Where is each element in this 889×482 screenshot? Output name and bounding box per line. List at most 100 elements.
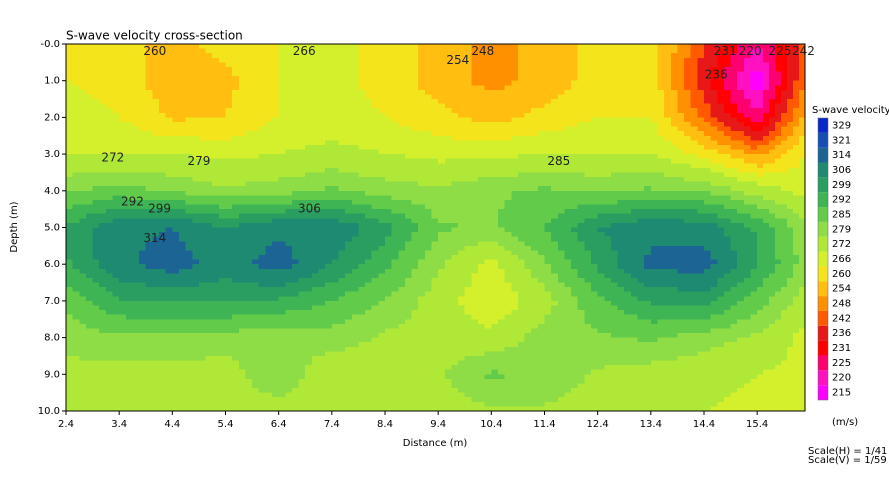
contour-cell <box>451 167 459 174</box>
contour-cell <box>478 167 486 174</box>
contour-cell <box>531 154 539 160</box>
contour-cell <box>318 199 326 206</box>
contour-cell <box>325 227 333 233</box>
contour-cell <box>305 154 313 160</box>
contour-cell <box>544 80 552 86</box>
contour-cell <box>112 167 120 174</box>
contour-cell <box>743 66 752 73</box>
contour-cell <box>66 62 74 68</box>
contour-cell <box>517 108 526 114</box>
contour-cell <box>630 117 639 123</box>
contour-cell <box>139 117 147 123</box>
contour-cell <box>66 154 74 160</box>
contour-cell <box>730 126 738 132</box>
contour-cell <box>198 66 207 73</box>
contour-cell <box>192 48 200 54</box>
contour-cell <box>624 57 632 63</box>
contour-cell <box>438 154 446 160</box>
contour-cell <box>650 222 659 229</box>
contour-cell <box>737 94 745 100</box>
contour-cell <box>650 108 659 114</box>
contour-cell <box>564 108 572 114</box>
contour-cell <box>723 66 732 73</box>
contour-cell <box>125 209 134 215</box>
contour-cell <box>537 66 546 73</box>
contour-cell <box>557 103 566 109</box>
contour-cell <box>85 108 94 114</box>
contour-cell <box>617 213 625 219</box>
contour-cell <box>564 57 572 63</box>
contour-cell <box>112 195 120 201</box>
contour-cell <box>398 94 406 100</box>
contour-cell <box>424 167 433 174</box>
contour-cell <box>358 80 366 86</box>
contour-cell <box>205 163 213 169</box>
contour-cell <box>152 186 160 192</box>
contour-cell <box>544 172 552 178</box>
contour-cell <box>775 121 782 128</box>
contour-cell <box>325 57 333 63</box>
contour-cell <box>398 99 406 105</box>
contour-cell <box>325 121 333 128</box>
contour-cell <box>775 209 782 215</box>
contour-cell <box>105 71 114 77</box>
contour-cell <box>205 44 213 50</box>
contour-cell <box>132 186 140 192</box>
contour-cell <box>378 177 386 183</box>
contour-cell <box>431 62 439 68</box>
contour-cell <box>119 222 127 229</box>
contour-cell <box>132 232 140 238</box>
contour-cell <box>557 117 566 123</box>
contour-cell <box>411 117 419 123</box>
contour-cell <box>511 181 519 187</box>
contour-cell <box>178 131 187 137</box>
contour-cell <box>325 108 333 114</box>
contour-cell <box>630 218 639 224</box>
contour-cell <box>650 53 659 59</box>
contour-cell <box>737 163 745 169</box>
contour-cell <box>152 103 160 109</box>
contour-cell <box>119 227 127 233</box>
contour-cell <box>597 163 605 169</box>
contour-cell <box>424 222 433 229</box>
contour-cell <box>743 213 752 219</box>
contour-cell <box>119 149 127 155</box>
contour-cell <box>198 245 207 252</box>
contour-cell <box>238 241 247 247</box>
contour-cell <box>165 181 173 187</box>
contour-cell <box>604 199 612 206</box>
contour-cell <box>365 222 373 229</box>
contour-cell <box>464 112 472 118</box>
contour-cell <box>311 57 320 63</box>
contour-cell <box>617 154 625 160</box>
contour-cell <box>99 167 107 174</box>
contour-cell <box>192 144 200 151</box>
contour-cell <box>278 154 286 160</box>
contour-cell <box>438 85 446 91</box>
contour-cell <box>272 135 280 141</box>
contour-cell <box>511 94 519 100</box>
contour-cell <box>252 94 260 100</box>
contour-cell <box>245 66 253 73</box>
contour-cell <box>664 131 672 137</box>
contour-cell <box>799 213 806 219</box>
contour-cell <box>624 44 632 50</box>
contour-cell <box>85 89 94 96</box>
contour-cell <box>192 236 200 242</box>
contour-cell <box>504 177 512 183</box>
contour-cell <box>112 57 120 63</box>
contour-cell <box>85 195 94 201</box>
contour-cell <box>178 190 187 196</box>
contour-cell <box>670 222 679 229</box>
contour-cell <box>305 44 313 50</box>
contour-cell <box>424 163 433 169</box>
contour-cell <box>384 94 393 100</box>
contour-cell <box>305 57 313 63</box>
contour-cell <box>793 66 800 73</box>
contour-cell <box>85 213 94 219</box>
contour-cell <box>664 76 672 82</box>
contour-cell <box>464 241 472 247</box>
contour-cell <box>285 213 293 219</box>
contour-cell <box>799 135 806 141</box>
contour-cell <box>793 213 800 219</box>
